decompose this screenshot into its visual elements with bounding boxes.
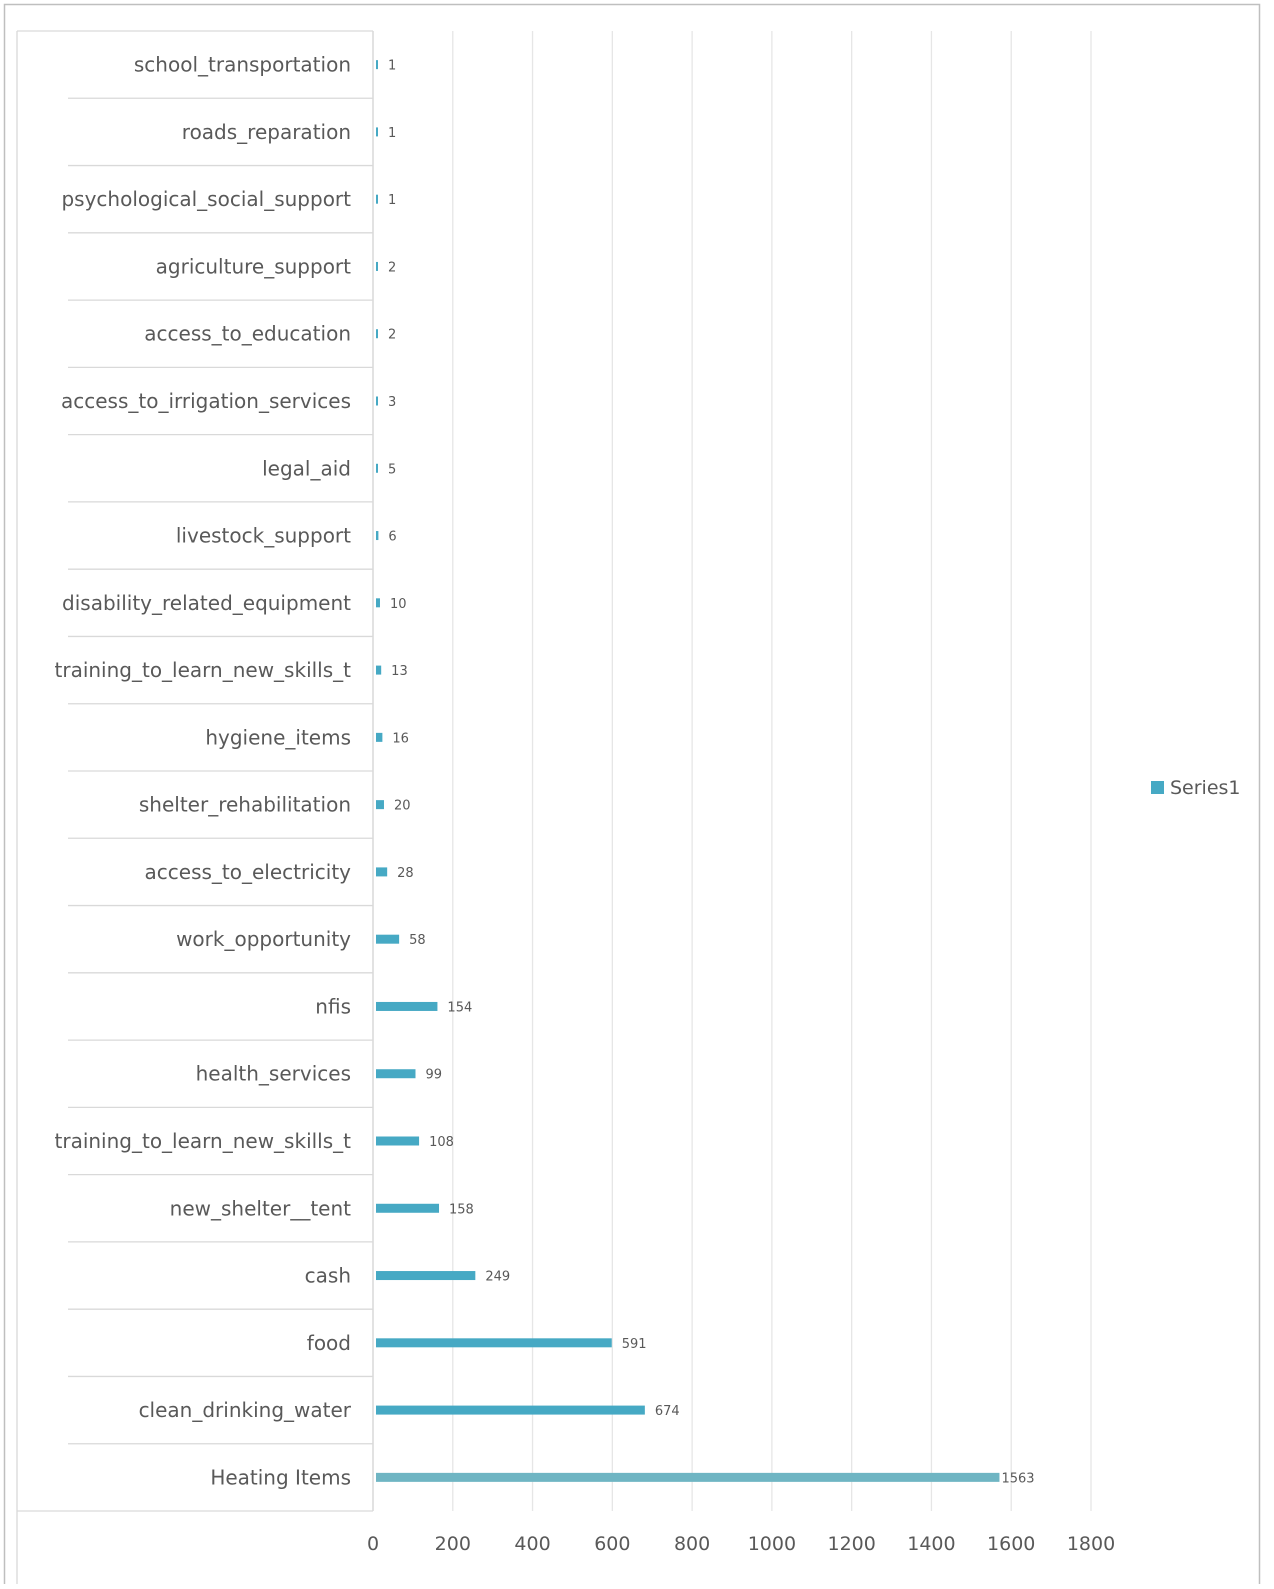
x-tick-label: 1800 [1067, 1533, 1115, 1555]
category-label: school_transportation [134, 53, 351, 77]
bar [376, 1069, 416, 1079]
bars [376, 60, 1000, 1482]
data-label: 99 [425, 1068, 442, 1083]
bar [376, 934, 400, 944]
data-label: 2 [388, 328, 396, 343]
x-tick-label: 1600 [987, 1533, 1035, 1555]
category-label: training_to_learn_new_skills_t [55, 1129, 352, 1153]
bar [376, 598, 380, 608]
category-label: roads_reparation [182, 120, 351, 144]
bar [376, 194, 378, 204]
data-label: 1 [388, 193, 396, 208]
bar [376, 867, 388, 877]
category-label: training_to_learn_new_skills_t [55, 658, 352, 682]
category-label: food [307, 1331, 351, 1355]
bar [376, 665, 382, 675]
data-label: 58 [409, 933, 426, 948]
category-label: cash [305, 1264, 351, 1288]
category-label: Heating Items [210, 1465, 351, 1489]
category-label: nfis [315, 994, 351, 1018]
legend-swatch [1151, 781, 1164, 794]
data-labels: 1 1 1 2 2 3 5 6 10 13 16 20 28 58 154 99 108 158 249 591 674… [388, 59, 1035, 1487]
category-label: psychological_social_support [61, 187, 351, 211]
category-label: livestock_support [176, 524, 351, 548]
bar [376, 329, 378, 339]
bar [376, 800, 384, 810]
category-label: shelter_rehabilitation [139, 793, 351, 817]
bar [376, 463, 378, 473]
data-label: 591 [622, 1337, 647, 1352]
bar [376, 1271, 476, 1281]
x-tick-label: 1000 [748, 1533, 796, 1555]
data-label: 10 [390, 597, 407, 612]
data-label: 108 [429, 1135, 454, 1150]
bar [376, 1472, 1000, 1482]
category-labels: school_transportation roads_reparationpsy… [55, 53, 352, 1490]
category-label: access_to_education [144, 322, 351, 346]
data-label: 13 [391, 664, 408, 679]
bar [376, 1001, 438, 1011]
bar [376, 127, 378, 137]
category-label: access_to_electricity [145, 860, 352, 884]
bar [376, 396, 378, 406]
x-tick-label: 800 [674, 1533, 710, 1555]
category-label: disability_related_equipment [62, 591, 351, 615]
bar [376, 1338, 612, 1348]
data-label: 20 [394, 799, 411, 814]
x-tick-label: 200 [435, 1533, 471, 1555]
legend-label: Series1 [1170, 777, 1241, 799]
data-label: 16 [392, 731, 409, 746]
bar [376, 531, 379, 541]
data-label: 154 [447, 1000, 472, 1015]
data-label: 158 [449, 1202, 474, 1217]
data-label: 28 [397, 866, 414, 881]
bar [376, 1203, 440, 1213]
category-label: hygiene_items [205, 725, 351, 749]
bar [376, 1136, 420, 1146]
category-label: new_shelter__tent [170, 1196, 351, 1220]
category-label: agriculture_support [156, 254, 352, 278]
x-tick-label: 1200 [827, 1533, 875, 1555]
x-tick-label: 600 [594, 1533, 630, 1555]
x-tick-label: 0 [367, 1533, 379, 1555]
x-tick-label: 1400 [907, 1533, 955, 1555]
bar [376, 732, 383, 742]
category-label: health_services [196, 1062, 351, 1086]
data-label: 3 [388, 395, 396, 410]
axes [16, 31, 374, 1584]
data-label: 6 [388, 530, 396, 545]
category-label: clean_drinking_water [139, 1398, 352, 1422]
legend: Series1 [1151, 777, 1241, 799]
data-label: 249 [485, 1270, 510, 1285]
data-label: 1 [388, 126, 396, 141]
gridlines [452, 31, 1092, 1511]
bar [376, 60, 378, 70]
x-tick-label: 400 [514, 1533, 550, 1555]
category-label: access_to_irrigation_services [61, 389, 351, 413]
x-axis-ticks: 0 200 400 600 800 1000 1200 1400 1600 1800 [367, 1533, 1115, 1555]
category-label: legal_aid [262, 456, 351, 480]
data-label: 674 [655, 1404, 680, 1419]
chart-border [3, 3, 1261, 1589]
category-dividers [17, 30, 373, 1512]
data-label: 1 [388, 59, 396, 74]
bar [376, 1405, 645, 1415]
data-label: 5 [388, 462, 396, 477]
data-label: 2 [388, 260, 396, 275]
category-label: work_opportunity [176, 927, 351, 951]
bar [376, 261, 378, 271]
data-label: 1563 [1001, 1471, 1034, 1486]
